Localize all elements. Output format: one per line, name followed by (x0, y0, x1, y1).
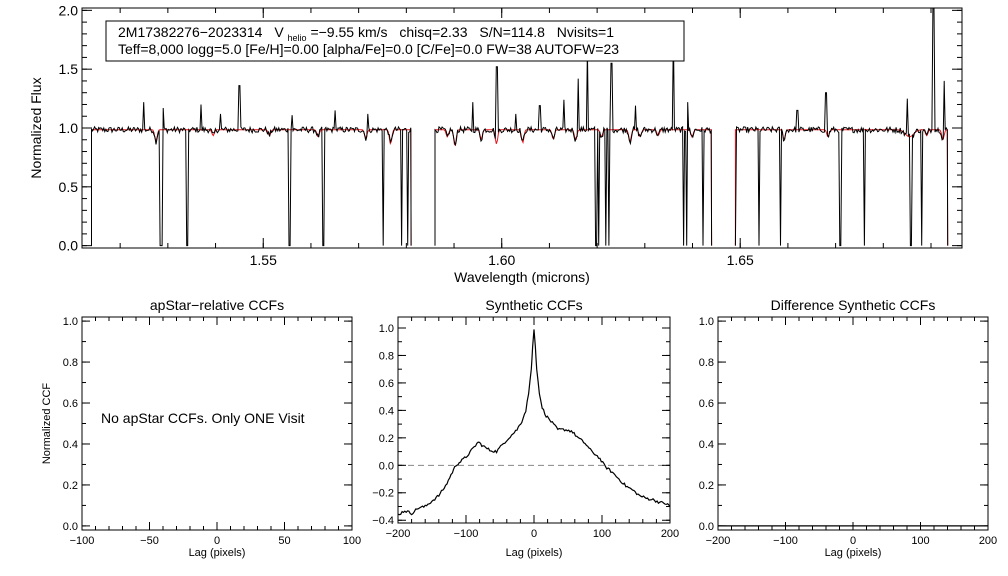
spectrum-info-box (105, 20, 685, 62)
spectrum-panel: 1.55 1.60 1.65 0.0 0.5 1.0 1.5 2.0 2M17382276−2… (28, 2, 963, 285)
difference-ccf-x-axis-label: Lag (pixels) (825, 547, 882, 559)
y-tick-label: 0.4 (63, 439, 78, 451)
x-tick-label: 100 (593, 528, 611, 540)
x-tick-label: −100 (773, 535, 798, 547)
y-tick-label: 0.5 (59, 179, 79, 195)
model-spectrum-line-chip-2 (434, 129, 713, 246)
info-line-1: 2M17382276−2023314 V helio =−9.55 km/s c… (118, 24, 614, 44)
synthetic-ccf-panel: −200 −100 0 100 200 −0.4 −0.2 0.0 0.2 0.4 0.6 0.8 1.… (372, 297, 679, 559)
y-tick-label: −0.4 (372, 515, 394, 527)
y-tick-label: 1.0 (63, 316, 78, 328)
apstar-ccf-panel: −100 −50 0 50 100 0.0 0.2 0.4 0.6 0.8 1.0 apStar−r… (41, 297, 361, 559)
x-tick-label: 0 (214, 535, 220, 547)
observed-spectrum-line-chip-2 (434, 31, 713, 247)
vhelio-value: =−9.55 km/s (310, 24, 387, 40)
y-tick-label: 0.8 (379, 350, 394, 362)
info-line-2: Teff=8,000 logg=5.0 [Fe/H]=0.00 [alpha/F… (118, 41, 619, 57)
x-tick-label: 100 (343, 535, 361, 547)
x-tick-label: 1.55 (250, 252, 277, 268)
y-tick-label: 0.2 (699, 480, 714, 492)
y-tick-label: 1.0 (59, 120, 79, 136)
y-tick-label: 0.8 (63, 357, 78, 369)
difference-ccf-panel: −200 −100 0 100 200 0.0 0.2 0.4 0.6 0.8 1.0 Differ… (699, 297, 997, 559)
difference-ccf-plot-frame (717, 316, 989, 531)
spectrum-y-axis-label: Normalized Flux (28, 77, 44, 178)
x-tick-label: 100 (911, 535, 929, 547)
difference-ccf-ticks: −200 −100 0 100 200 0.0 0.2 0.4 0.6 0.8 1.0 (699, 316, 997, 547)
spectrum-lines (91, 7, 949, 247)
x-tick-label: 1.65 (727, 252, 754, 268)
y-tick-label: 0.0 (59, 238, 79, 254)
nvisits-value: Nvisits=1 (557, 24, 614, 40)
y-tick-label: 0.4 (379, 405, 394, 417)
y-tick-label: 0.4 (699, 439, 714, 451)
observed-spectrum-line-chip-3 (734, 7, 949, 247)
apstar-ccf-title: apStar−relative CCFs (150, 297, 284, 313)
y-tick-label: 0.0 (63, 521, 78, 533)
synthetic-ccf-plot-frame (397, 316, 671, 524)
y-tick-label: 2.0 (59, 2, 79, 18)
snr-value: S/N=114.8 (479, 24, 545, 40)
y-tick-label: 0.2 (379, 433, 394, 445)
synthetic-ccf-title: Synthetic CCFs (485, 297, 582, 313)
synthetic-ccf-line (397, 329, 671, 516)
y-tick-label: 0.6 (379, 378, 394, 390)
synthetic-ccf-ticks: −200 −100 0 100 200 −0.4 −0.2 0.0 0.2 0.4 0.6 0.8 1.… (372, 317, 679, 540)
y-tick-label: 1.0 (699, 316, 714, 328)
apstar-ccf-y-axis-label: Normalized CCF (41, 383, 53, 465)
y-tick-label: 0.0 (699, 521, 714, 533)
x-tick-label: 1.60 (488, 252, 515, 268)
no-ccf-annotation: No apStar CCFs. Only ONE Visit (101, 410, 305, 426)
x-tick-label: 200 (661, 528, 679, 540)
x-tick-label: −50 (140, 535, 159, 547)
star-id: 2M17382276−2023314 (118, 24, 263, 40)
y-tick-label: −0.2 (372, 488, 394, 500)
synthetic-ccf-x-axis-label: Lag (pixels) (506, 547, 563, 559)
observed-spectrum-line-chip-1 (91, 85, 412, 247)
y-tick-label: 0.8 (699, 357, 714, 369)
vhelio-subscript: helio (288, 33, 307, 43)
spectrum-x-axis-label: Wavelength (microns) (454, 269, 590, 285)
x-tick-label: 50 (278, 535, 290, 547)
y-tick-label: 0.0 (379, 460, 394, 472)
x-tick-label: 200 (979, 535, 997, 547)
x-tick-label: 0 (531, 528, 537, 540)
x-tick-label: −200 (706, 535, 731, 547)
vhelio-prefix: V (274, 24, 284, 40)
difference-ccf-title: Difference Synthetic CCFs (771, 297, 936, 313)
y-tick-label: 1.0 (379, 323, 394, 335)
apstar-ccf-x-axis-label: Lag (pixels) (189, 547, 246, 559)
model-spectrum-line-chip-1 (91, 129, 412, 246)
y-tick-label: 1.5 (59, 61, 79, 77)
synthetic-ccf-lines (397, 329, 671, 516)
x-tick-label: −100 (70, 535, 95, 547)
y-tick-label: 0.6 (63, 398, 78, 410)
spectrum-ticks: 1.55 1.60 1.65 0.0 0.5 1.0 1.5 2.0 (59, 2, 962, 268)
chisq-value: chisq=2.33 (399, 24, 467, 40)
x-tick-label: 0 (850, 535, 856, 547)
y-tick-label: 0.6 (699, 398, 714, 410)
x-tick-label: −200 (386, 528, 411, 540)
x-tick-label: −100 (454, 528, 479, 540)
apstar-ccf-ticks: −100 −50 0 50 100 0.0 0.2 0.4 0.6 0.8 1.0 (63, 316, 361, 547)
y-tick-label: 0.2 (63, 480, 78, 492)
